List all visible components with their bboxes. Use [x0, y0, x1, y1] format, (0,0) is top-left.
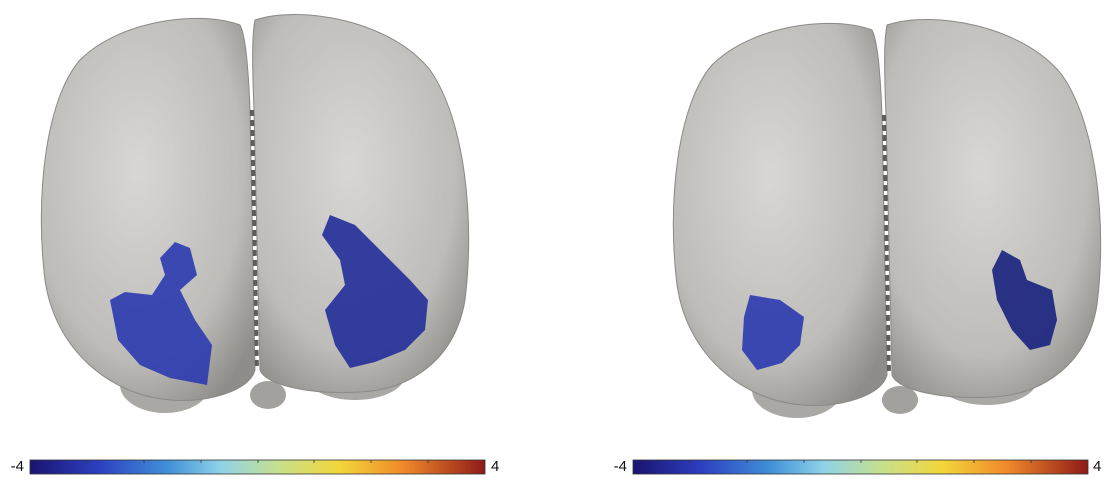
colorbar-max: 4: [1093, 458, 1101, 475]
colorbar: [30, 460, 485, 474]
colorbar-min: -4: [11, 458, 24, 475]
colorbar-right: -4 4: [614, 458, 1102, 475]
figure: -4 4 -4 4: [0, 0, 1107, 479]
brain-right: [673, 19, 1100, 418]
brain-left: [41, 14, 468, 413]
colorbar-left: -4 4: [11, 458, 500, 475]
colorbar: [633, 460, 1088, 474]
colorbar-min: -4: [614, 458, 627, 475]
colorbar-max: 4: [491, 458, 499, 475]
page: -4 4 -4 4 (() => { const data = JSON.par…: [0, 0, 1107, 479]
